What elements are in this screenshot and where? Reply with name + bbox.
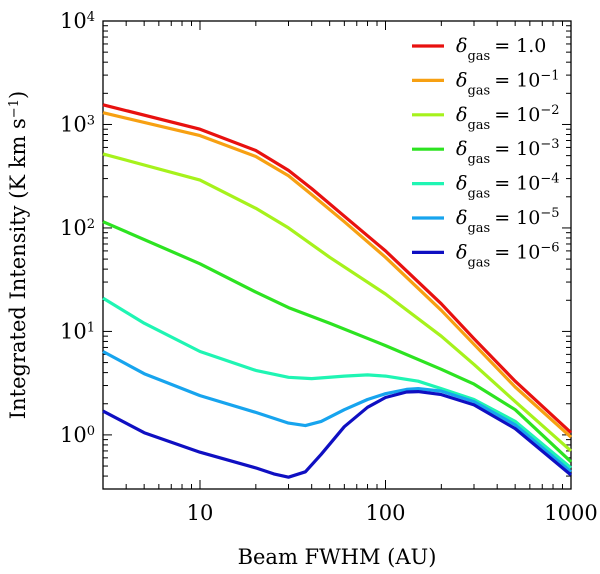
y-tick-label: 103 (60, 112, 95, 136)
y-tick-label: 100 (60, 423, 95, 447)
series-line-4 (102, 220, 573, 463)
x-tick-label: 1000 (544, 501, 597, 525)
y-axis-label-main: Integrated Intensity (K km s (6, 118, 30, 419)
series-line-2 (102, 111, 573, 439)
series-line-6 (102, 350, 573, 474)
legend: δgas = 1.0 δgas = 10−1 δgas = 10−2 δgas = 10−3 δ… (412, 35, 560, 270)
y-axis-label-exponent: −1 (7, 99, 22, 118)
series-line-5 (102, 296, 573, 470)
plot-frame (102, 20, 572, 490)
legend-label: δgas = 1.0 (456, 35, 546, 64)
legend-label: δgas = 10−3 (456, 137, 560, 167)
legend-label: δgas = 10−1 (456, 68, 560, 98)
y-tick-label: 101 (60, 319, 95, 343)
series-line-7 (102, 390, 573, 479)
y-tick-label: 102 (60, 216, 95, 240)
legend-label: δgas = 10−4 (456, 171, 560, 201)
x-axis-label: Beam FWHM (AU) (238, 545, 437, 569)
x-tick-label: 10 (187, 501, 214, 525)
tick-labels: 10 100 1000 100 101 102 103 104 (60, 9, 598, 525)
y-axis-label-close: ) (6, 91, 30, 99)
y-axis-label: Integrated Intensity (K km s−1) (6, 91, 30, 419)
y-tick-label: 104 (60, 9, 95, 33)
series-lines (102, 103, 573, 479)
axis-ticks (102, 20, 572, 490)
legend-label: δgas = 10−2 (456, 102, 560, 132)
series-line-3 (102, 152, 573, 453)
legend-label: δgas = 10−6 (456, 240, 560, 270)
series-line-1 (102, 103, 573, 434)
legend-label: δgas = 10−5 (456, 206, 560, 236)
x-tick-label: 100 (365, 501, 405, 525)
